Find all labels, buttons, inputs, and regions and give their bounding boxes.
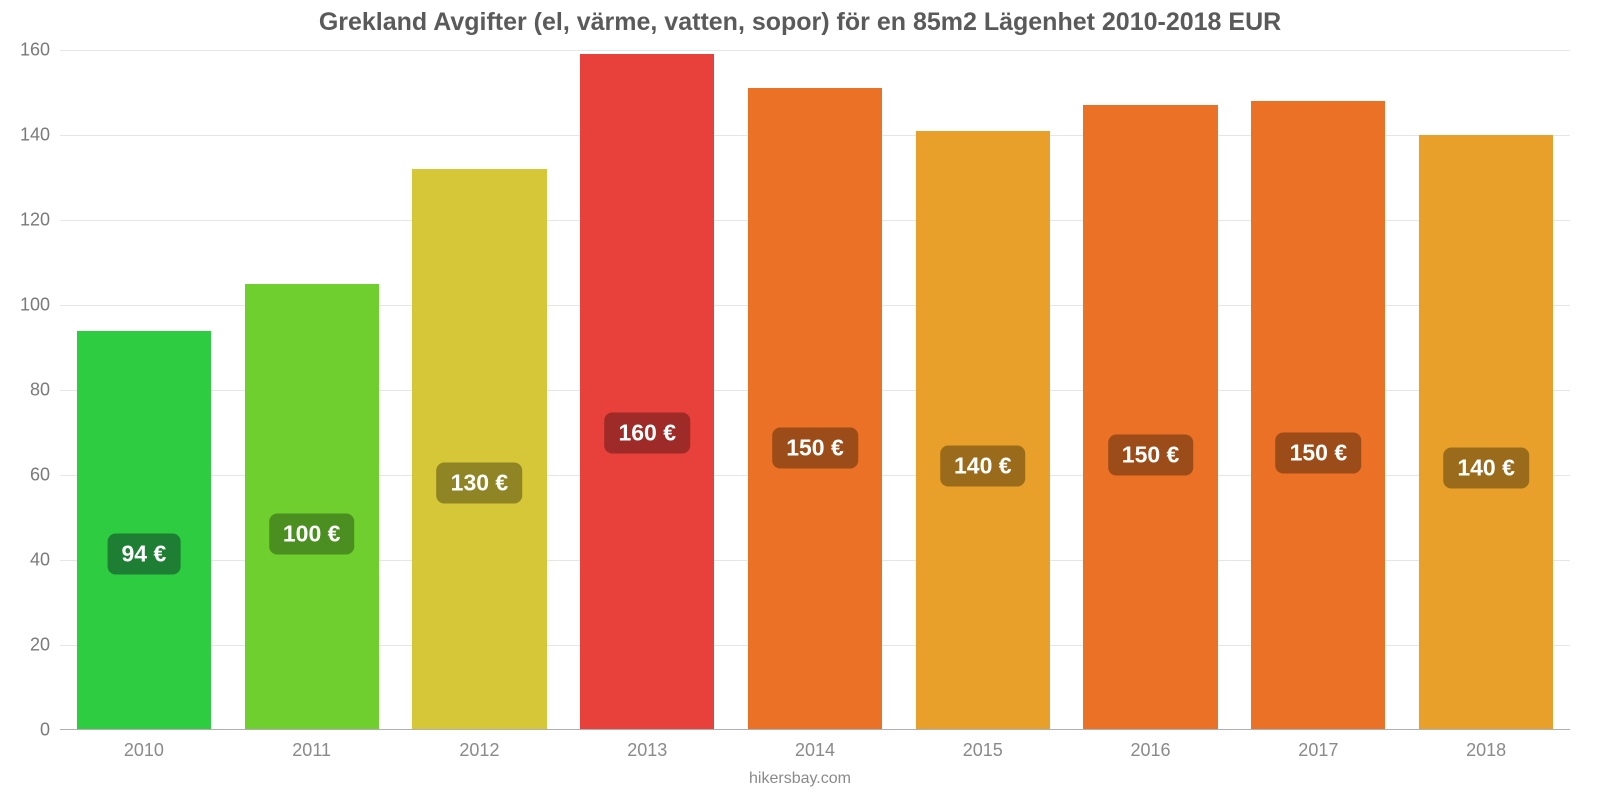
bar-slot: 130 €: [396, 50, 564, 730]
bar-slot: 140 €: [899, 50, 1067, 730]
bar-value-label: 160 €: [604, 412, 690, 453]
x-tick-label: 2014: [795, 740, 835, 761]
bar-slot: 100 €: [228, 50, 396, 730]
bar: 130 €: [412, 169, 546, 730]
x-axis-line: [60, 729, 1570, 730]
chart-title: Grekland Avgifter (el, värme, vatten, so…: [0, 8, 1600, 37]
y-tick-label: 160: [20, 40, 50, 61]
bar-value-label: 150 €: [772, 427, 858, 468]
bar-slot: 150 €: [1067, 50, 1235, 730]
source-label: hikersbay.com: [0, 770, 1600, 788]
x-tick-label: 2010: [124, 740, 164, 761]
bar-value-label: 150 €: [1276, 433, 1362, 474]
bar-value-label: 94 €: [107, 534, 180, 575]
x-tick-label: 2013: [627, 740, 667, 761]
bar: 100 €: [245, 284, 379, 730]
bar-slot: 140 €: [1402, 50, 1570, 730]
bar-value-label: 130 €: [437, 463, 523, 504]
bar-value-label: 140 €: [1443, 448, 1529, 489]
bar-value-label: 140 €: [940, 446, 1026, 487]
bar-slot: 150 €: [731, 50, 899, 730]
y-tick-label: 60: [30, 465, 50, 486]
bar: 150 €: [1083, 105, 1217, 730]
x-tick-label: 2018: [1466, 740, 1506, 761]
bar: 94 €: [77, 331, 211, 731]
y-tick-label: 40: [30, 550, 50, 571]
y-tick-label: 120: [20, 210, 50, 231]
y-tick-label: 0: [40, 720, 50, 741]
bars-container: 94 € 100 € 130 € 160 € 150 € 140 € 150 € 150 € 1…: [60, 50, 1570, 730]
bar: 140 €: [916, 131, 1050, 730]
bar: 160 €: [580, 54, 714, 730]
bar-value-label: 100 €: [269, 513, 355, 554]
x-tick-label: 2012: [459, 740, 499, 761]
bar-slot: 94 €: [60, 50, 228, 730]
x-tick-label: 2015: [963, 740, 1003, 761]
x-tick-label: 2017: [1298, 740, 1338, 761]
y-tick-label: 20: [30, 635, 50, 656]
bar: 140 €: [1419, 135, 1553, 730]
y-tick-label: 80: [30, 380, 50, 401]
y-tick-label: 140: [20, 125, 50, 146]
x-tick-label: 2011: [292, 740, 331, 761]
bar: 150 €: [1251, 101, 1385, 730]
bar-value-label: 150 €: [1108, 435, 1194, 476]
y-tick-label: 100: [20, 295, 50, 316]
x-tick-label: 2016: [1131, 740, 1171, 761]
bar-slot: 160 €: [563, 50, 731, 730]
bar-slot: 150 €: [1234, 50, 1402, 730]
plot-area: 94 € 100 € 130 € 160 € 150 € 140 € 150 € 150 € 1…: [60, 50, 1570, 730]
bar: 150 €: [748, 88, 882, 730]
